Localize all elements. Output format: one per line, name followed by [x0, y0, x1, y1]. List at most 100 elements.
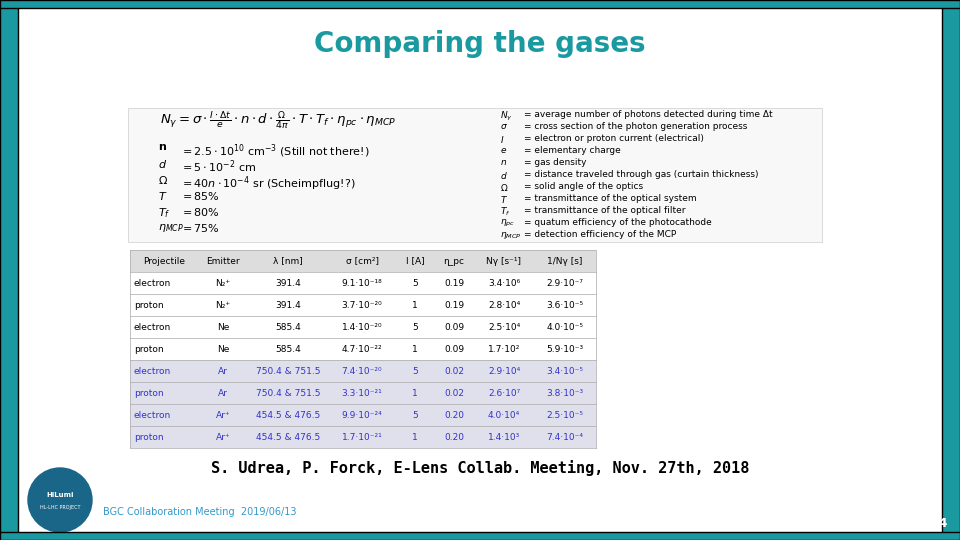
Text: 3.3·10⁻²¹: 3.3·10⁻²¹ [342, 388, 382, 397]
Text: 2.5·10⁻⁵: 2.5·10⁻⁵ [546, 410, 584, 420]
Text: 0.02: 0.02 [444, 367, 464, 375]
Text: $= 5 \cdot 10^{-2}$ cm: $= 5 \cdot 10^{-2}$ cm [180, 158, 256, 174]
FancyBboxPatch shape [0, 532, 960, 540]
Text: σ [cm²]: σ [cm²] [346, 256, 378, 266]
Text: proton: proton [134, 345, 163, 354]
Text: Emitter: Emitter [206, 256, 240, 266]
Text: 0.09: 0.09 [444, 345, 464, 354]
Text: electron: electron [134, 279, 171, 287]
Text: 585.4: 585.4 [276, 345, 300, 354]
Text: = solid angle of the optics: = solid angle of the optics [524, 182, 643, 191]
Text: 5: 5 [412, 279, 418, 287]
Text: $d$: $d$ [500, 170, 508, 181]
FancyBboxPatch shape [128, 108, 822, 242]
Text: $N_\gamma$: $N_\gamma$ [500, 110, 513, 123]
FancyBboxPatch shape [130, 360, 596, 382]
Text: Nγ [s⁻¹]: Nγ [s⁻¹] [487, 256, 521, 266]
Text: Ne: Ne [217, 345, 229, 354]
Text: $\eta_{pc}$: $\eta_{pc}$ [500, 218, 516, 229]
Text: 5: 5 [412, 410, 418, 420]
Text: 0.19: 0.19 [444, 300, 464, 309]
FancyBboxPatch shape [130, 404, 596, 426]
Text: $= 75\%$: $= 75\%$ [180, 222, 220, 234]
Text: proton: proton [134, 300, 163, 309]
Text: 1.7·10⁻²¹: 1.7·10⁻²¹ [342, 433, 382, 442]
Text: $T_f$: $T_f$ [158, 206, 171, 220]
Text: 9.9·10⁻²⁴: 9.9·10⁻²⁴ [342, 410, 382, 420]
Text: 3.4·10⁻⁵: 3.4·10⁻⁵ [546, 367, 584, 375]
Text: $\mathbf{n}$: $\mathbf{n}$ [158, 142, 167, 152]
Text: = gas density: = gas density [524, 158, 587, 167]
Text: electron: electron [134, 410, 171, 420]
Text: 2.6·10⁷: 2.6·10⁷ [488, 388, 520, 397]
FancyBboxPatch shape [130, 338, 596, 360]
Text: N₂⁺: N₂⁺ [215, 279, 230, 287]
Text: 3.8·10⁻³: 3.8·10⁻³ [546, 388, 584, 397]
FancyBboxPatch shape [130, 426, 596, 448]
Text: = quatum efficiency of the photocathode: = quatum efficiency of the photocathode [524, 218, 711, 227]
Text: $T_f$: $T_f$ [500, 206, 511, 219]
Text: 1: 1 [412, 345, 418, 354]
Text: 5: 5 [412, 322, 418, 332]
Text: $I$: $I$ [500, 134, 504, 145]
Text: $\sigma$: $\sigma$ [500, 122, 508, 131]
Text: Ar: Ar [218, 367, 228, 375]
Text: Ne: Ne [217, 322, 229, 332]
FancyBboxPatch shape [130, 316, 596, 338]
Text: 7.4·10⁻⁴: 7.4·10⁻⁴ [546, 433, 584, 442]
Text: BGC Collaboration Meeting  2019/06/13: BGC Collaboration Meeting 2019/06/13 [104, 507, 297, 517]
Text: $e$: $e$ [500, 146, 507, 155]
Text: $= 80\%$: $= 80\%$ [180, 206, 220, 218]
Text: = distance traveled through gas (curtain thickness): = distance traveled through gas (curtain… [524, 170, 758, 179]
Text: $\eta_{MCP}$: $\eta_{MCP}$ [158, 222, 184, 234]
Text: 4.7·10⁻²²: 4.7·10⁻²² [342, 345, 382, 354]
Text: η_pc: η_pc [444, 256, 465, 266]
Text: 4.0·10⁻⁵: 4.0·10⁻⁵ [546, 322, 584, 332]
Text: 0.02: 0.02 [444, 388, 464, 397]
Text: electron: electron [134, 322, 171, 332]
Text: $N_\gamma = \sigma \cdot \frac{I \cdot \Delta t}{e} \cdot n \cdot d \cdot \frac{: $N_\gamma = \sigma \cdot \frac{I \cdot \… [160, 110, 396, 132]
Text: $\Omega$: $\Omega$ [158, 174, 168, 186]
Text: 0.20: 0.20 [444, 410, 464, 420]
Text: 14: 14 [930, 517, 948, 530]
Text: 1: 1 [412, 388, 418, 397]
Text: 9.1·10⁻¹⁸: 9.1·10⁻¹⁸ [342, 279, 382, 287]
FancyBboxPatch shape [0, 0, 18, 540]
Text: 1: 1 [412, 300, 418, 309]
Text: 454.5 & 476.5: 454.5 & 476.5 [256, 433, 320, 442]
Text: 5.9·10⁻³: 5.9·10⁻³ [546, 345, 584, 354]
Text: = elementary charge: = elementary charge [524, 146, 621, 155]
Text: Comparing the gases: Comparing the gases [314, 30, 646, 58]
Text: I [A]: I [A] [406, 256, 424, 266]
Text: 0.20: 0.20 [444, 433, 464, 442]
Text: 5: 5 [412, 367, 418, 375]
Text: 2.9·10⁻⁷: 2.9·10⁻⁷ [546, 279, 584, 287]
Text: 3.4·10⁶: 3.4·10⁶ [488, 279, 520, 287]
Text: 454.5 & 476.5: 454.5 & 476.5 [256, 410, 320, 420]
Text: 391.4: 391.4 [276, 300, 300, 309]
Text: = average number of photons detected during time Δt: = average number of photons detected dur… [524, 110, 773, 119]
Text: Ar⁺: Ar⁺ [216, 433, 230, 442]
Text: 0.09: 0.09 [444, 322, 464, 332]
Text: 1: 1 [412, 433, 418, 442]
Text: 391.4: 391.4 [276, 279, 300, 287]
Text: 7.4·10⁻²⁰: 7.4·10⁻²⁰ [342, 367, 382, 375]
Text: = transmittance of the optical filter: = transmittance of the optical filter [524, 206, 685, 215]
Text: 1.4·10⁻²⁰: 1.4·10⁻²⁰ [342, 322, 382, 332]
Text: 1.4·10³: 1.4·10³ [488, 433, 520, 442]
FancyBboxPatch shape [130, 382, 596, 404]
Text: 2.8·10⁴: 2.8·10⁴ [488, 300, 520, 309]
FancyBboxPatch shape [942, 0, 960, 540]
Text: $d$: $d$ [158, 158, 167, 170]
Text: λ [nm]: λ [nm] [274, 256, 302, 266]
Text: electron: electron [134, 367, 171, 375]
Text: 750.4 & 751.5: 750.4 & 751.5 [255, 367, 321, 375]
Text: $= 2.5 \cdot 10^{10}$ cm$^{-3}$ (Still not there!): $= 2.5 \cdot 10^{10}$ cm$^{-3}$ (Still n… [180, 142, 370, 160]
Text: proton: proton [134, 388, 163, 397]
Text: S. Udrea, P. Forck, E-Lens Collab. Meeting, Nov. 27th, 2018: S. Udrea, P. Forck, E-Lens Collab. Meeti… [211, 460, 749, 476]
Text: 3.6·10⁻⁵: 3.6·10⁻⁵ [546, 300, 584, 309]
FancyBboxPatch shape [130, 272, 596, 294]
Text: = cross section of the photon generation process: = cross section of the photon generation… [524, 122, 748, 131]
FancyBboxPatch shape [0, 0, 960, 8]
Text: N₂⁺: N₂⁺ [215, 300, 230, 309]
